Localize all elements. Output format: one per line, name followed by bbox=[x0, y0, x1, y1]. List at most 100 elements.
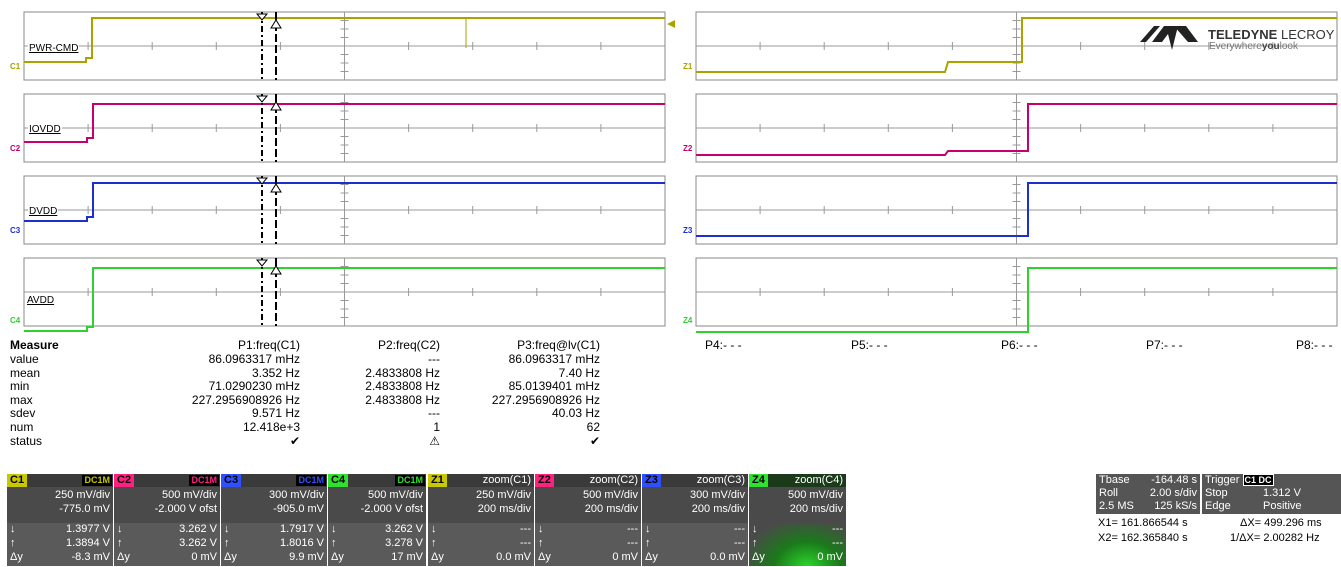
measure-table[interactable]: Measure P1:freq(C1) P2:freq(C2) P3:freq@… bbox=[10, 338, 610, 448]
volts-per-div: 250 mV/div bbox=[475, 489, 531, 501]
offset: -905.0 mV bbox=[273, 503, 324, 515]
measure-p7[interactable]: P7:- - - bbox=[1146, 338, 1183, 352]
timebase-mode: Roll bbox=[1099, 487, 1118, 499]
coupling-badge: DC1M bbox=[296, 475, 326, 486]
tbase-label: Tbase bbox=[1099, 474, 1130, 486]
cursor-1-value: 3.262 V bbox=[179, 523, 217, 535]
offset: -775.0 mV bbox=[59, 503, 110, 515]
channel-box-c2[interactable]: C2 DC1M 500 mV/div -2.000 V ofst ↓ 3.262 V ↑ 3.… bbox=[114, 474, 220, 566]
cursor-readout: ↓ --- ↑ --- Δy 0.0 mV bbox=[642, 523, 748, 566]
volts-per-div: 300 mV/div bbox=[268, 489, 324, 501]
delta-y-value: 17 mV bbox=[391, 551, 423, 563]
trace-c4 bbox=[24, 267, 665, 332]
channel-tag: Z3 bbox=[642, 474, 661, 487]
cursor-1-value: 1.7917 V bbox=[279, 523, 324, 535]
measure-value-p3: 62 bbox=[586, 419, 600, 434]
logo-slogan1: Everywhere bbox=[1209, 41, 1262, 52]
delta-y-value: 0.0 mV bbox=[710, 551, 745, 563]
zoom-num-z4: Z4 bbox=[683, 316, 693, 325]
measure-value-p2: 2.4833808 Hz bbox=[365, 365, 440, 380]
volts-per-div: 500 mV/div bbox=[367, 489, 423, 501]
measure-row: mean 3.352 Hz 2.4833808 Hz 7.40 Hz bbox=[10, 366, 610, 380]
channel-header: C4 DC1M bbox=[328, 474, 426, 487]
zoom-num-z1: Z1 bbox=[683, 62, 693, 71]
timebase-box[interactable]: Tbase -164.48 s Roll 2.00 s/div 2.5 MS 125 … bbox=[1096, 474, 1200, 514]
measure-row: num 12.418e+3 1 62 bbox=[10, 420, 610, 434]
channel-box-z2[interactable]: Z2 zoom(C2) 500 mV/div 200 ms/div ↓ --- ↑ --- Δy… bbox=[535, 474, 641, 566]
measure-header-p2[interactable]: P2:freq(C2) bbox=[377, 338, 440, 352]
channel-header: C2 DC1M bbox=[114, 474, 220, 487]
cursor-readout: ↓ 3.262 V ↑ 3.278 V Δy 17 mV bbox=[328, 523, 426, 566]
channel-tag: C4 bbox=[328, 474, 349, 487]
channel-box-z3[interactable]: Z3 zoom(C3) 300 mV/div 200 ms/div ↓ --- ↑ --- Δy… bbox=[642, 474, 748, 566]
channel-header: Z1 zoom(C1) bbox=[428, 474, 534, 487]
measure-p8[interactable]: P8:- - - bbox=[1296, 338, 1333, 352]
timebase-mem: 2.5 MS bbox=[1099, 500, 1134, 512]
cursor-readout: ↓ --- ↑ --- Δy 0.0 mV bbox=[428, 523, 534, 566]
channel-box-c4[interactable]: C4 DC1M 500 mV/div -2.000 V ofst ↓ 3.262 V ↑ 3.… bbox=[328, 474, 426, 566]
channel-header: C1 DC1M bbox=[7, 474, 113, 487]
trigger-slope: Positive bbox=[1263, 500, 1302, 512]
measure-value-p1: 12.418e+3 bbox=[242, 419, 300, 434]
measure-row: sdev 9.571 Hz --- 40.03 Hz bbox=[10, 406, 610, 420]
delta-y-value: 0.0 mV bbox=[496, 551, 531, 563]
trace-c3 bbox=[24, 182, 665, 222]
trigger-level: 1.312 V bbox=[1263, 487, 1301, 499]
cursor-2-value: 1.8016 V bbox=[279, 537, 324, 549]
cursor-2-marker bbox=[270, 19, 282, 29]
measure-header-p3[interactable]: P3:freq@lv(C1) bbox=[517, 338, 600, 352]
zoom-trace-z1 bbox=[696, 17, 1337, 73]
cursor-2-value: --- bbox=[627, 537, 638, 549]
trigger-type: Edge bbox=[1205, 500, 1231, 512]
measure-value-p2: --- bbox=[428, 352, 440, 366]
channel-tag: Z4 bbox=[749, 474, 768, 487]
measure-value-p3: 85.0139401 mHz bbox=[508, 379, 600, 394]
coupling-badge: DC1M bbox=[189, 475, 219, 486]
coupling-badge: DC1M bbox=[395, 475, 425, 486]
trace-label-avdd: AVDD bbox=[26, 295, 56, 306]
channel-box-z1[interactable]: Z1 zoom(C1) 250 mV/div 200 ms/div ↓ --- ↑ --- Δy… bbox=[428, 474, 534, 566]
cursor-1-value: 3.262 V bbox=[385, 523, 423, 535]
timebase-tdiv: 2.00 s/div bbox=[1149, 487, 1197, 499]
coupling-badge: DC1M bbox=[82, 475, 112, 486]
measure-p5[interactable]: P5:- - - bbox=[851, 338, 888, 352]
channel-box-c3[interactable]: C3 DC1M 300 mV/div -905.0 mV ↓ 1.7917 V ↑ 1.801… bbox=[221, 474, 327, 566]
delta-y-value: 0 mV bbox=[191, 551, 217, 563]
trigger-level-marker bbox=[667, 20, 675, 28]
measure-p4[interactable]: P4:- - - bbox=[705, 338, 742, 352]
zoom-label: zoom(C1) bbox=[482, 474, 531, 486]
channel-header: Z4 zoom(C4) bbox=[749, 474, 846, 487]
trigger-box[interactable]: Trigger C1 DC Stop 1.312 V Edge Positive bbox=[1202, 474, 1341, 514]
measure-row-name: sdev bbox=[10, 406, 36, 421]
volts-per-div: 250 mV/div bbox=[54, 489, 110, 501]
delta-y-value: 9.9 mV bbox=[289, 551, 324, 563]
measure-p6[interactable]: P6:- - - bbox=[1001, 338, 1038, 352]
measure-row: max 227.2956908926 Hz 2.4833808 Hz 227.2956… bbox=[10, 393, 610, 407]
measure-header-p1[interactable]: P1:freq(C1) bbox=[237, 338, 300, 352]
zoom-label: zoom(C4) bbox=[794, 474, 843, 486]
cursor-readout: ↓ 3.262 V ↑ 3.262 V Δy 0 mV bbox=[114, 523, 220, 566]
measure-value-p3: 86.0963317 mHz bbox=[508, 352, 600, 366]
cursor-1-value: --- bbox=[734, 523, 745, 535]
cursor-2-value: --- bbox=[734, 537, 745, 549]
cursor-1-marker bbox=[255, 95, 269, 103]
trace-label-iovdd: IOVDD bbox=[28, 124, 62, 135]
logo-slogan3: look bbox=[1279, 41, 1298, 52]
cursor-2-value: 1.3894 V bbox=[65, 537, 110, 549]
measure-row: min 71.0290230 mHz 2.4833808 Hz 85.0139401 … bbox=[10, 379, 610, 393]
scope-display[interactable] bbox=[0, 0, 1341, 340]
measure-row-name: mean bbox=[10, 365, 41, 380]
offset: -2.000 V ofst bbox=[360, 503, 423, 515]
measure-value-p1: 227.2956908926 Hz bbox=[191, 392, 300, 407]
trace-num-c2: C2 bbox=[10, 144, 21, 153]
tbase-value: -164.48 s bbox=[1151, 474, 1197, 486]
zoom-trace-z2 bbox=[696, 103, 1337, 156]
cursor-x2: X2= 162.365840 s bbox=[1098, 532, 1188, 544]
channel-box-z4[interactable]: Z4 zoom(C4) 500 mV/div 200 ms/div ↓ --- ↑ --- Δy… bbox=[749, 474, 846, 566]
channel-box-c1[interactable]: C1 DC1M 250 mV/div -775.0 mV ↓ 1.3977 V ↑ 1.389… bbox=[7, 474, 113, 566]
zoom-trace-z3 bbox=[696, 182, 1337, 237]
measure-row-name: value bbox=[10, 352, 39, 366]
cursor-2-marker bbox=[270, 101, 282, 111]
offset: 200 ms/div bbox=[477, 503, 531, 515]
zoom-label: zoom(C3) bbox=[696, 474, 745, 486]
